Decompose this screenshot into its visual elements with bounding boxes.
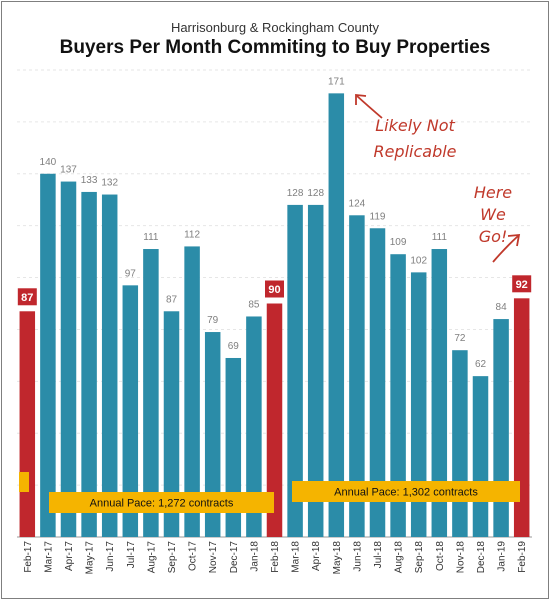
pace-label: Annual Pace: 1,302 contracts: [334, 487, 478, 499]
data-label: 140: [40, 157, 57, 168]
annotation-arrow: [356, 95, 383, 119]
data-label: 132: [101, 178, 118, 189]
x-tick-label: Jan-18: [249, 541, 260, 572]
bars: [19, 93, 530, 538]
highlight-label-box: [512, 275, 532, 293]
bar-apr-18: [307, 204, 324, 537]
bar-may-18: [328, 93, 345, 537]
data-label: 69: [228, 341, 240, 352]
x-tick-label: Sep-17: [167, 541, 178, 574]
highlight-label-box: [17, 288, 37, 306]
x-tick-label: Apr-18: [311, 541, 322, 571]
data-label: 124: [349, 198, 366, 209]
x-tick-label: Dec-17: [229, 541, 240, 574]
annotation-arrow: [492, 235, 519, 263]
bar-oct-18: [431, 249, 448, 537]
annotation-arrowhead: [507, 233, 521, 247]
data-label: 92: [516, 279, 528, 291]
bar-jun-18: [349, 215, 365, 538]
x-tick-label: Jun-18: [352, 541, 363, 572]
data-label: 85: [248, 299, 260, 310]
x-tick-label: May-18: [332, 541, 343, 575]
data-label: 137: [60, 165, 77, 176]
bar-feb-18: [266, 303, 283, 537]
x-tick-label: May-17: [85, 541, 96, 575]
x-tick-label: Jan-19: [497, 541, 508, 572]
data-label: 102: [410, 255, 427, 266]
bar-sep-18: [410, 272, 427, 537]
x-tick-label: Dec-18: [476, 541, 487, 574]
data-label: 128: [287, 188, 304, 199]
x-tick-label: Mar-18: [291, 541, 302, 573]
x-tick-label: Jul-17: [126, 541, 137, 569]
bar-may-17: [81, 191, 97, 537]
highlight-label-box: [265, 280, 284, 298]
x-tick-label: Oct-17: [188, 541, 199, 571]
data-label: 109: [390, 237, 407, 248]
data-label: 62: [475, 359, 487, 370]
data-label: 87: [166, 294, 178, 305]
pace-box: [292, 481, 520, 502]
data-label: 111: [143, 232, 159, 243]
bar-mar-18: [287, 204, 303, 537]
chart-subtitle: Harrisonburg & Rockingham County: [170, 20, 380, 35]
data-label: 72: [454, 333, 466, 344]
annotation-text: Go!: [479, 227, 508, 246]
bar-aug-17: [143, 249, 159, 537]
annotation-text: Replicable: [373, 142, 456, 161]
x-tick-label: Nov-18: [455, 541, 466, 574]
data-label: 90: [268, 284, 280, 296]
bar-jan-19: [493, 319, 509, 537]
bar-apr-17: [60, 181, 77, 538]
x-tick-label: Feb-19: [517, 541, 528, 573]
annotations: Likely Not Replicable Here We Go!: [355, 94, 521, 263]
data-label: 79: [207, 315, 219, 326]
x-tick-label: Feb-18: [270, 541, 281, 573]
pace-box: [49, 492, 274, 513]
x-tick-label: Jul-18: [373, 541, 384, 569]
data-label: 97: [125, 268, 137, 279]
bar-jul-17: [122, 285, 139, 537]
chart-title: Buyers Per Month Commiting to Buy Proper…: [59, 37, 491, 58]
data-label: 87: [21, 292, 33, 304]
x-tick-label: Aug-17: [146, 541, 157, 574]
data-label: 119: [370, 211, 386, 222]
x-tick-label: Nov-17: [208, 541, 219, 574]
bar-jan-18: [246, 316, 262, 537]
bar-jun-17: [101, 194, 118, 538]
bar-aug-18: [390, 254, 406, 537]
x-tick-label: Sep-18: [414, 541, 425, 574]
x-tick-labels: Feb-17 Mar-17 Apr-17 May-17 Jun-17 Jul-17 Aug-…: [23, 541, 528, 575]
bar-mar-17: [40, 173, 56, 537]
bar-jul-18: [369, 228, 386, 537]
bar-nov-17: [204, 332, 221, 537]
bar-feb-17: [19, 311, 36, 537]
data-label: 171: [328, 76, 345, 87]
data-label: 112: [184, 229, 200, 240]
annotation-arrowhead: [355, 94, 367, 105]
x-tick-label: Oct-18: [435, 541, 446, 571]
data-label: 111: [432, 232, 448, 243]
pace-marker: [19, 472, 29, 492]
data-label: 133: [81, 175, 98, 186]
x-tick-label: Feb-17: [23, 541, 34, 573]
bar-sep-17: [163, 311, 180, 537]
x-tick-label: Aug-18: [394, 541, 405, 574]
pace-boxes: Annual Pace: 1,272 contracts Annual Pace:…: [19, 472, 520, 513]
bar-oct-17: [184, 246, 200, 537]
pace-label: Annual Pace: 1,272 contracts: [90, 498, 234, 510]
x-tick-label: Mar-17: [43, 541, 54, 573]
annotation-text: Here: [474, 183, 512, 202]
annotation-text: Likely Not: [375, 116, 455, 135]
bar-nov-18: [452, 350, 468, 537]
x-tick-label: Apr-17: [64, 541, 75, 571]
bar-feb-19: [513, 298, 530, 537]
data-label: 84: [496, 302, 508, 313]
bar-dec-18: [472, 376, 489, 537]
x-tick-label: Jun-17: [105, 541, 116, 572]
annotation-text: We: [480, 205, 506, 224]
data-label: 128: [307, 188, 324, 199]
